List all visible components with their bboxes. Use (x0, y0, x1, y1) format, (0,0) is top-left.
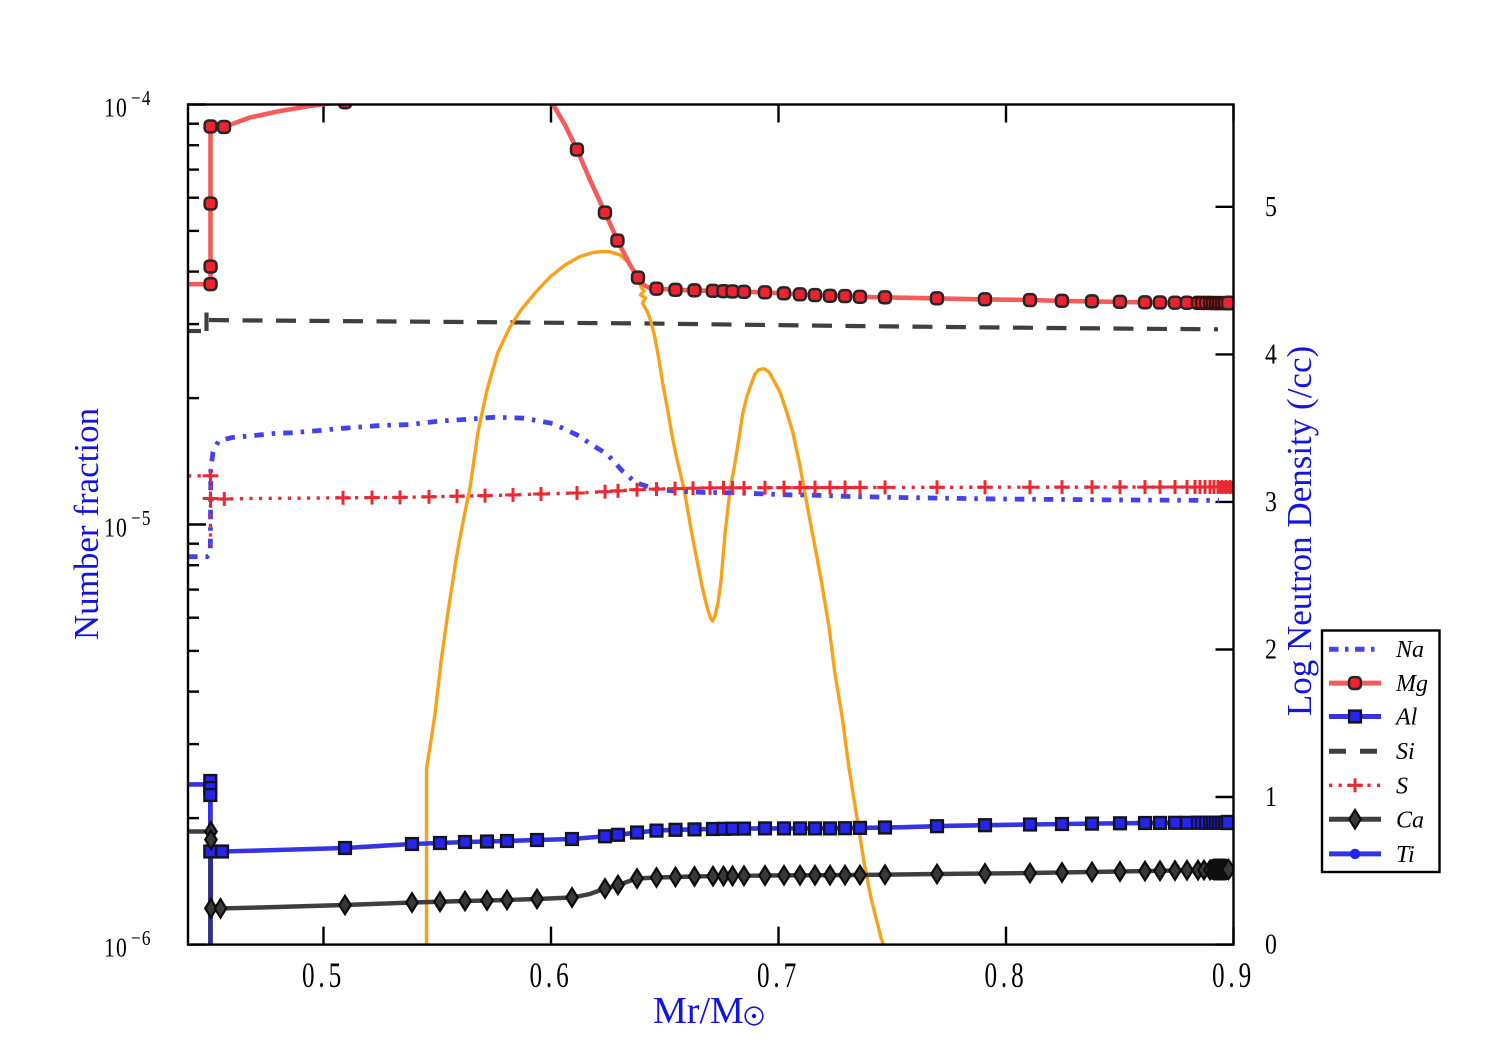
svg-text:10: 10 (104, 93, 128, 123)
svg-text:0.6: 0.6 (529, 955, 572, 996)
svg-text:Log Neutron Density (/cc): Log Neutron Density (/cc) (1280, 346, 1319, 716)
svg-text:Mg: Mg (1395, 671, 1428, 697)
svg-text:Al: Al (1394, 705, 1418, 731)
svg-text:Mr/M: Mr/M (653, 990, 744, 1032)
svg-text:0.9: 0.9 (1212, 955, 1255, 996)
svg-text:Na: Na (1395, 637, 1424, 663)
svg-text:S: S (1396, 773, 1408, 799)
svg-text:0.7: 0.7 (757, 955, 800, 996)
svg-text:2: 2 (1265, 634, 1277, 665)
svg-text:1: 1 (1265, 781, 1277, 812)
svg-text:5: 5 (1265, 191, 1277, 222)
svg-text:0.5: 0.5 (302, 955, 345, 996)
svg-text:−4: −4 (131, 87, 152, 110)
svg-text:−5: −5 (131, 507, 152, 530)
svg-text:0.8: 0.8 (984, 955, 1027, 996)
svg-text:Si: Si (1396, 739, 1415, 765)
svg-text:Number fraction: Number fraction (67, 408, 106, 640)
svg-text:0: 0 (1265, 929, 1277, 960)
svg-text:3: 3 (1265, 486, 1277, 517)
svg-text:4: 4 (1265, 339, 1277, 370)
svg-text:−6: −6 (131, 927, 152, 950)
svg-text:Ca: Ca (1396, 807, 1424, 833)
svg-text:10: 10 (104, 933, 128, 963)
svg-text:Ti: Ti (1396, 842, 1415, 868)
svg-text:10: 10 (104, 513, 128, 543)
